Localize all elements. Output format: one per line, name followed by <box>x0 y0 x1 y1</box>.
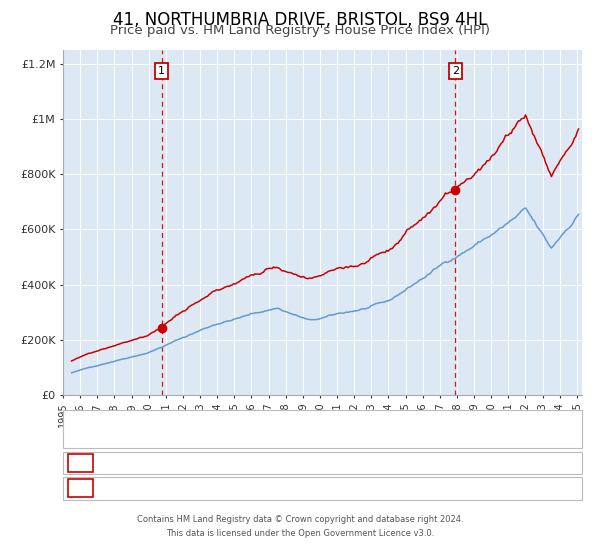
Text: 05-OCT-2000: 05-OCT-2000 <box>108 458 181 468</box>
Text: 41, NORTHUMBRIA DRIVE, BRISTOL, BS9 4HL (detached house): 41, NORTHUMBRIA DRIVE, BRISTOL, BS9 4HL … <box>112 414 440 424</box>
Text: Contains HM Land Registry data © Crown copyright and database right 2024.: Contains HM Land Registry data © Crown c… <box>137 515 463 524</box>
Text: 28-NOV-2017: 28-NOV-2017 <box>108 483 182 493</box>
Text: 2: 2 <box>452 66 459 76</box>
Text: Price paid vs. HM Land Registry's House Price Index (HPI): Price paid vs. HM Land Registry's House … <box>110 24 490 37</box>
Text: 41, NORTHUMBRIA DRIVE, BRISTOL, BS9 4HL: 41, NORTHUMBRIA DRIVE, BRISTOL, BS9 4HL <box>113 11 487 29</box>
Text: This data is licensed under the Open Government Licence v3.0.: This data is licensed under the Open Gov… <box>166 529 434 538</box>
Text: HPI: Average price, detached house, City of Bristol: HPI: Average price, detached house, City… <box>112 432 376 442</box>
Text: 52% ↑ HPI: 52% ↑ HPI <box>405 458 464 468</box>
Text: 47% ↑ HPI: 47% ↑ HPI <box>405 483 464 493</box>
Text: £243,000: £243,000 <box>255 458 308 468</box>
Text: 2: 2 <box>77 482 84 495</box>
Text: 1: 1 <box>77 456 84 470</box>
Text: £745,000: £745,000 <box>255 483 308 493</box>
Text: 1: 1 <box>158 66 165 76</box>
